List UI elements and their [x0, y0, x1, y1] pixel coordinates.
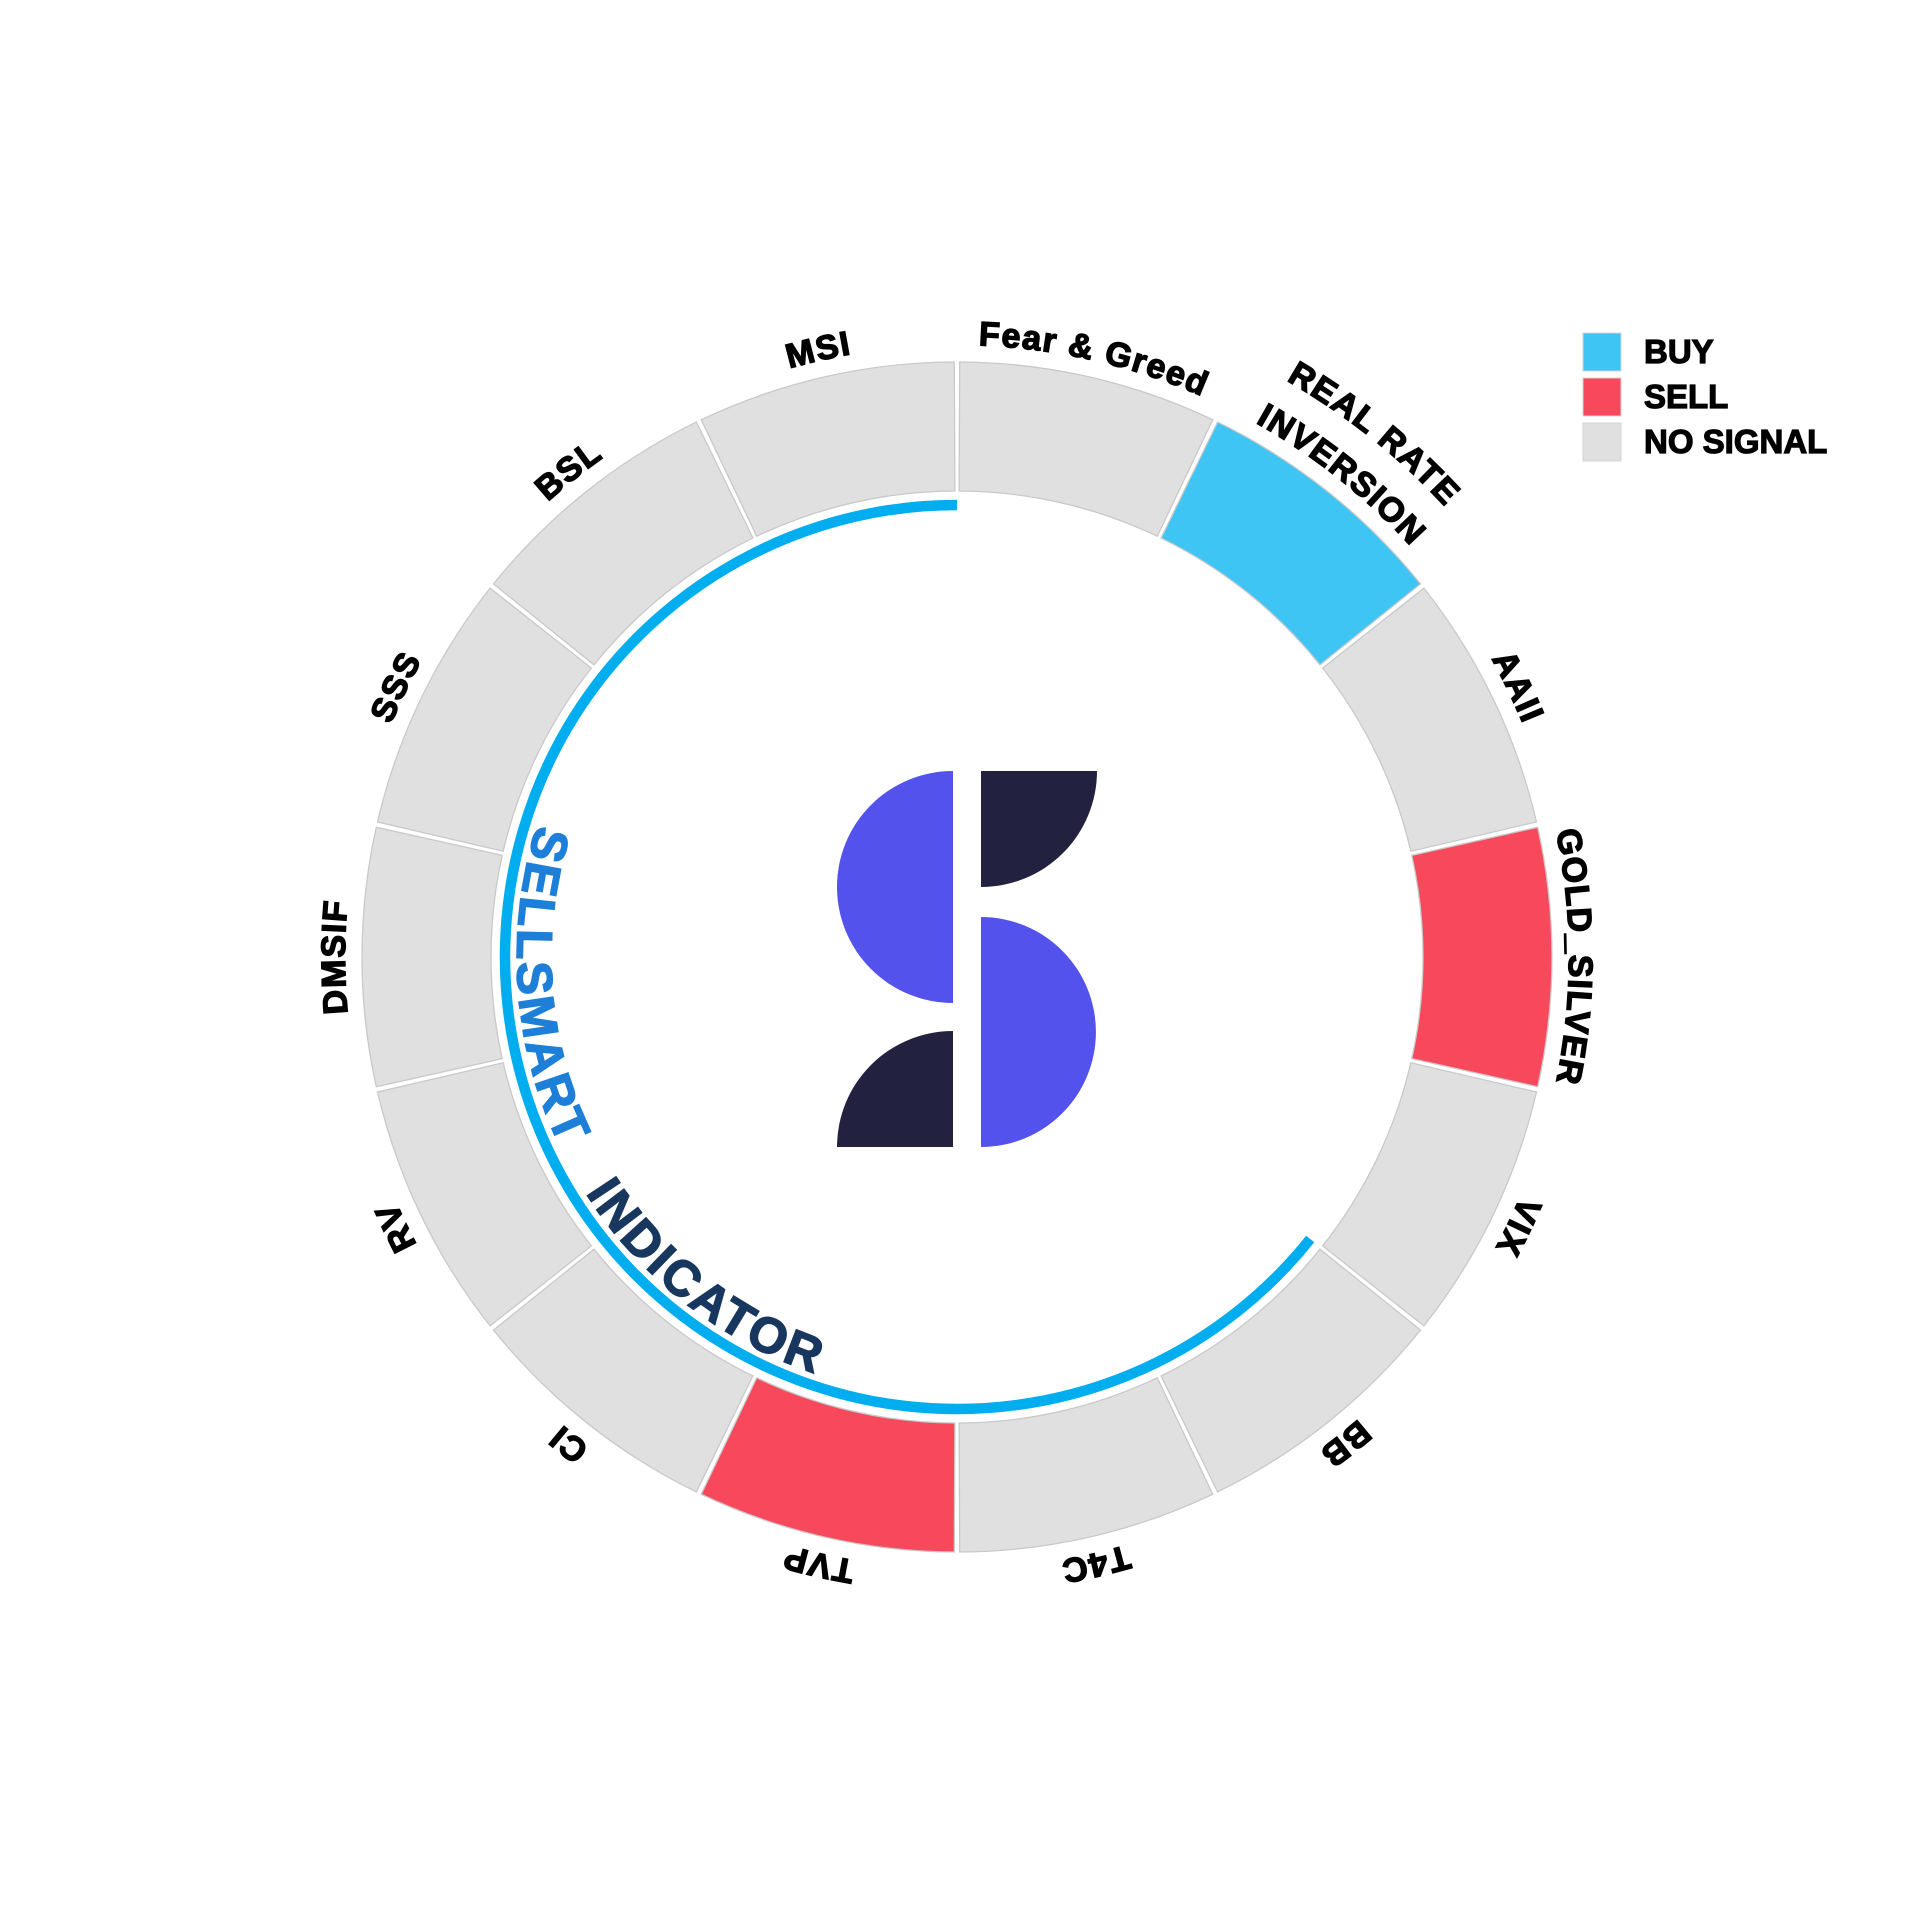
logo: [837, 771, 1097, 1147]
segment-wedge-gold-silver: [1411, 826, 1553, 1088]
legend-swatch-buy: [1582, 332, 1622, 372]
segment-label-gold-silver: GOLD_SILVER: [1548, 825, 1599, 1088]
segment-label-msi: MSI: [782, 324, 854, 376]
segment-wedge-sss: [376, 587, 593, 853]
legend-item-buy: BUY: [1582, 332, 1714, 372]
logo-top-right-quarter: [981, 771, 1097, 887]
legend-swatch-sell: [1582, 377, 1622, 417]
segment-wedge-aaii: [1321, 587, 1538, 853]
segment-wedge-bsl: [492, 421, 754, 666]
logo-top-left-semicircle: [837, 771, 953, 1003]
logo-bottom-right-semicircle: [981, 917, 1096, 1147]
segment-wedge-t4c: [958, 1376, 1214, 1553]
logo-bottom-left-quarter: [837, 1031, 953, 1147]
legend-label-buy: BUY: [1644, 333, 1714, 370]
legend-item-sell: SELL: [1582, 377, 1729, 417]
progress-arc: [499, 499, 1315, 1415]
segment-label-t4c: T4C: [1058, 1537, 1134, 1590]
segment-wedge-real-rate-inversion: [1160, 421, 1422, 666]
legend-label-no-signal: NO SIGNAL: [1644, 423, 1827, 460]
brand-word-sellsmart: SELLSMART: [506, 822, 602, 1154]
segment-wedge-bb: [1160, 1248, 1422, 1493]
segment-label-dmsif: DMSIF: [315, 898, 356, 1016]
legend-swatch-no-signal: [1582, 422, 1622, 462]
segment-wedge-dmsif: [361, 826, 503, 1088]
segment-label-rv: RV: [368, 1197, 424, 1259]
segment-wedge-vix: [1321, 1061, 1538, 1327]
legend: BUY SELL NO SIGNAL: [1582, 332, 1828, 462]
segment-label-ci: CI: [542, 1418, 595, 1471]
segment-wedge-ci: [492, 1248, 754, 1493]
segment-label-tvp: TVP: [779, 1537, 857, 1590]
segment-wedge-rv: [376, 1061, 593, 1327]
segment-wedge-tvp: [700, 1376, 956, 1553]
segment-wedge-msi: [700, 361, 956, 538]
signal-ring: [361, 361, 1553, 1553]
legend-item-no-signal: NO SIGNAL: [1582, 422, 1828, 462]
segment-wedge-fear-greed: [958, 361, 1214, 538]
legend-label-sell: SELL: [1644, 378, 1728, 415]
